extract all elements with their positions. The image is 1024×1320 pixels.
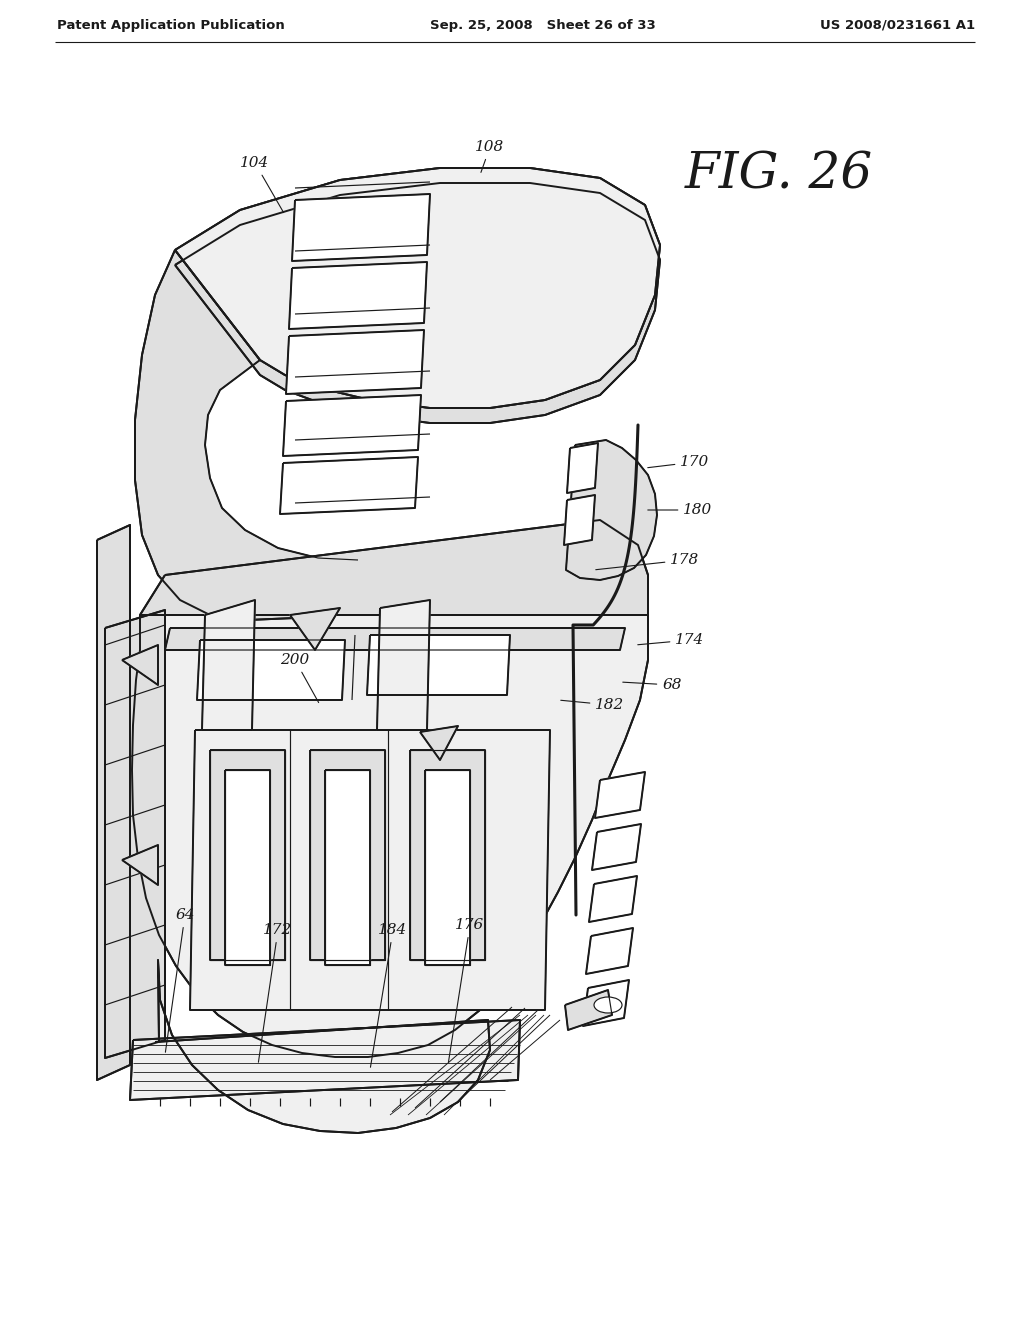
Polygon shape (175, 168, 660, 408)
Polygon shape (377, 601, 430, 730)
Text: 64: 64 (166, 908, 195, 1052)
Polygon shape (283, 395, 421, 455)
Text: 184: 184 (371, 923, 408, 1068)
Polygon shape (565, 990, 612, 1030)
Text: 182: 182 (561, 698, 625, 711)
Polygon shape (105, 610, 165, 1059)
Polygon shape (586, 928, 633, 974)
Polygon shape (175, 168, 660, 408)
Text: Sep. 25, 2008   Sheet 26 of 33: Sep. 25, 2008 Sheet 26 of 33 (430, 18, 655, 32)
Polygon shape (122, 645, 158, 685)
Polygon shape (130, 1020, 520, 1100)
Polygon shape (175, 183, 660, 422)
Polygon shape (290, 609, 340, 649)
Text: US 2008/0231661 A1: US 2008/0231661 A1 (820, 18, 975, 32)
Text: 104: 104 (241, 156, 284, 213)
Text: 180: 180 (648, 503, 713, 517)
Polygon shape (566, 440, 657, 579)
Polygon shape (583, 979, 629, 1026)
Polygon shape (135, 249, 358, 620)
Polygon shape (202, 601, 255, 730)
Polygon shape (592, 824, 641, 870)
Polygon shape (155, 960, 490, 1133)
Polygon shape (564, 495, 595, 545)
Polygon shape (197, 640, 345, 700)
Text: 200: 200 (281, 653, 318, 702)
Polygon shape (292, 194, 430, 261)
Polygon shape (140, 520, 648, 615)
Polygon shape (425, 770, 470, 965)
Polygon shape (97, 525, 130, 1080)
Text: Patent Application Publication: Patent Application Publication (57, 18, 285, 32)
Text: 176: 176 (449, 917, 484, 1063)
Text: 172: 172 (258, 923, 293, 1063)
Polygon shape (210, 750, 285, 960)
Polygon shape (325, 770, 370, 965)
Text: 174: 174 (638, 634, 705, 647)
Text: 68: 68 (623, 678, 682, 692)
Polygon shape (567, 444, 598, 492)
Polygon shape (595, 772, 645, 818)
Text: 178: 178 (596, 553, 699, 570)
Polygon shape (367, 635, 510, 696)
Text: 108: 108 (475, 140, 505, 173)
Polygon shape (225, 770, 270, 965)
Polygon shape (132, 615, 648, 1057)
Polygon shape (289, 261, 427, 329)
Polygon shape (190, 730, 550, 1010)
Polygon shape (589, 876, 637, 921)
Polygon shape (410, 750, 485, 960)
Text: 170: 170 (648, 455, 710, 469)
Polygon shape (122, 845, 158, 884)
Polygon shape (165, 628, 625, 649)
Polygon shape (280, 457, 418, 513)
Text: FIG. 26: FIG. 26 (685, 150, 873, 199)
Polygon shape (286, 330, 424, 393)
Ellipse shape (594, 997, 622, 1012)
Polygon shape (420, 726, 458, 760)
Polygon shape (310, 750, 385, 960)
